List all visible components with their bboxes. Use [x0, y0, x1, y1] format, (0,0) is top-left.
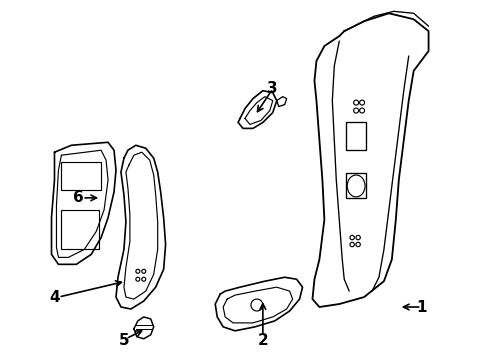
Bar — [61, 162, 101, 190]
Text: 2: 2 — [257, 333, 268, 348]
Text: 3: 3 — [268, 81, 278, 96]
Bar — [346, 122, 366, 150]
Text: 6: 6 — [73, 190, 84, 205]
Text: 1: 1 — [416, 300, 427, 315]
Text: 5: 5 — [119, 333, 129, 348]
Text: 4: 4 — [49, 289, 60, 305]
Bar — [61, 210, 99, 249]
Bar — [346, 173, 366, 198]
